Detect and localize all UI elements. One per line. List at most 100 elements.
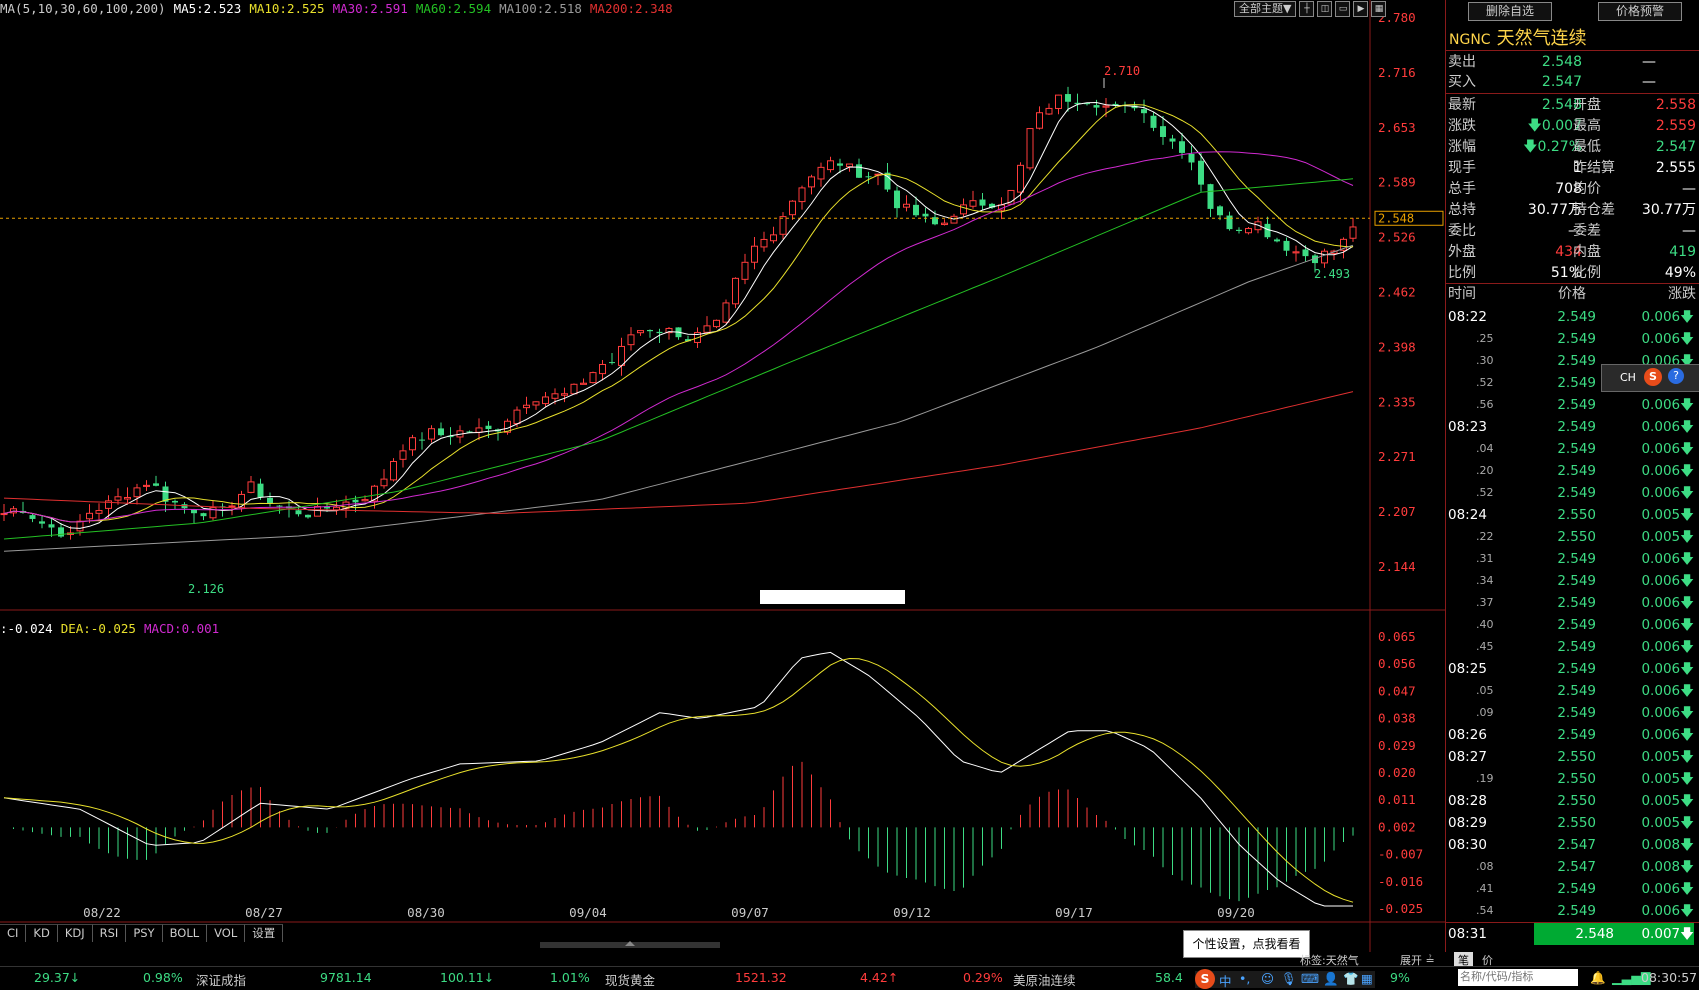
candle-body [1188,153,1195,163]
tick-row[interactable]: .20 2.549 0.006🡇 [1446,460,1699,482]
indicator-tab[interactable]: VOL [207,924,246,942]
ma60-line [3,178,1354,540]
user-icon[interactable]: 👤 [1323,971,1339,986]
tick-row[interactable]: .04 2.549 0.006🡇 [1446,438,1699,460]
tick-row[interactable]: .31 2.549 0.006🡇 [1446,548,1699,570]
tick-time: .34 [1476,574,1494,587]
tick-row[interactable]: .41 2.549 0.006🡇 [1446,878,1699,900]
quote-value: 2.559 [1655,118,1696,134]
recent-low-annotation: 2.493 [1314,267,1350,281]
mic-icon[interactable]: 🎙 [1281,971,1297,986]
price-alert-button[interactable]: 价格预警 [1598,2,1682,21]
candle-body [1150,115,1157,128]
price-tab[interactable]: 价 [1482,954,1493,967]
delete-watchlist-button[interactable]: 删除自选 [1468,2,1552,21]
sogou-icon[interactable]: S [1644,368,1662,386]
tick-row[interactable]: .40 2.549 0.006🡇 [1446,614,1699,636]
theme-button[interactable]: 全部主题▼ [1234,1,1297,17]
chinese-mode-icon[interactable]: 中 [1219,974,1232,989]
quote-value: 2.547 [1655,139,1696,155]
index3-pct: 0.29% [963,970,1003,985]
play-icon[interactable]: ▶ [1353,1,1369,17]
tick-tab[interactable]: 笔 [1454,952,1473,968]
tick-row[interactable]: .05 2.549 0.006🡇 [1446,680,1699,702]
candle-body [1274,239,1280,242]
indicator-tab[interactable]: RSI [92,924,127,942]
quote-value: — [1682,223,1696,239]
candle-body [276,505,283,507]
index1-pct: 0.98% [143,970,183,985]
tick-row[interactable]: .25 2.549 0.006🡇 [1446,328,1699,350]
settings-popup[interactable]: 个性设置，点我看看 [1183,930,1310,958]
ma-params: MA(5,10,30,60,100,200) [0,1,166,16]
chart-canvas[interactable]: 2.780 2.716 2.653 2.589 2.526 2.462 2.398 2.335… [0,0,1445,952]
tick-row[interactable]: .45 2.549 0.006🡇 [1446,636,1699,658]
ime-toolbar[interactable]: CH S ? [1601,364,1699,392]
indicator-tab[interactable]: CI [0,924,27,942]
candle-body [399,450,407,460]
tick-row[interactable]: 08:22 2.549 0.006🡇 [1446,306,1699,328]
tick-row[interactable]: .37 2.549 0.006🡇 [1446,592,1699,614]
tick-row[interactable]: 08:24 2.550 0.005🡇 [1446,504,1699,526]
candle-body [884,172,891,190]
emoji-icon[interactable]: ☺ [1261,971,1275,986]
tick-row[interactable]: .54 2.549 0.006🡇 [1446,900,1699,922]
skin-icon[interactable]: 👕 [1343,971,1359,986]
tick-row[interactable]: .56 2.549 0.006🡇 [1446,394,1699,416]
tick-row[interactable]: .22 2.550 0.005🡇 [1446,526,1699,548]
tick-row[interactable]: .52 2.549 0.006🡇 [1446,482,1699,504]
tick-price: 2.550 [1557,749,1596,765]
indicator-tab[interactable]: BOLL [162,924,208,942]
quote-label: 比例 [1573,265,1601,281]
candle-body [485,425,492,430]
quote-value: 🡇0.27% [1523,139,1582,155]
tick-row[interactable]: 08:23 2.549 0.006🡇 [1446,416,1699,438]
kline-chart[interactable]: 2.780 2.716 2.653 2.589 2.526 2.462 2.398 2.335… [0,0,1445,952]
window-icon[interactable]: ▭ [1335,1,1351,17]
tick-row[interactable]: 08:29 2.550 0.005🡇 [1446,812,1699,834]
expand-button[interactable]: 展开 ≟ [1400,954,1435,967]
tick-row[interactable]: .19 2.550 0.005🡇 [1446,768,1699,790]
bell-icon[interactable]: 🔔 [1590,970,1606,985]
tick-row[interactable]: 08:30 2.547 0.008🡇 [1446,834,1699,856]
tick-row[interactable]: 08:31 2.548 0.007🡇 [1446,922,1699,945]
ime-tray[interactable]: S 中 •, ☺ 🎙 ⌨ 👤 👕 ▦ [1195,969,1375,989]
tick-row[interactable]: 08:26 2.549 0.006🡇 [1446,724,1699,746]
candle-body [1236,229,1242,232]
candle-body [1312,255,1318,264]
candle-body [1169,138,1176,142]
candle-body [647,329,653,332]
punctuation-icon[interactable]: •, [1239,971,1251,986]
search-input[interactable] [1458,969,1578,984]
indicator-tab[interactable]: 设置 [245,924,284,942]
tick-row[interactable]: 08:27 2.550 0.005🡇 [1446,746,1699,768]
ma-legend: MA(5,10,30,60,100,200) MA5:2.523 MA10:2.52… [0,1,681,16]
tick-row[interactable]: .08 2.547 0.008🡇 [1446,856,1699,878]
index4-name[interactable]: 美原油连续 [1013,973,1076,988]
help-icon[interactable]: ? [1668,368,1684,384]
indicator-tab[interactable]: KD [26,924,58,942]
tile-icon[interactable]: ▦ [1371,1,1387,17]
toolbox-icon[interactable]: ▦ [1361,971,1373,986]
tick-row[interactable]: 08:28 2.550 0.005🡇 [1446,790,1699,812]
indicator-tab[interactable]: KDJ [57,924,93,942]
indicator-tab[interactable]: PSY [126,924,163,942]
candle-body [191,509,197,514]
tick-price: 2.549 [1557,639,1596,655]
index3-name[interactable]: 现货黄金 [605,973,656,988]
price-tick-label: 2.144 [1378,559,1416,574]
tick-time: .25 [1476,332,1494,345]
candle-body [732,277,739,305]
macd-tick-label: 0.020 [1378,765,1416,780]
tick-price: 2.549 [1557,881,1596,897]
keyboard-icon[interactable]: ⌨ [1301,971,1320,986]
sogou-tray-icon[interactable]: S [1195,969,1215,989]
date-label: 09/04 [569,905,607,920]
crosshair-icon[interactable]: ┼ [1299,1,1315,17]
tick-row[interactable]: .09 2.549 0.006🡇 [1446,702,1699,724]
tick-row[interactable]: 08:25 2.549 0.006🡇 [1446,658,1699,680]
tick-row[interactable]: .34 2.549 0.006🡇 [1446,570,1699,592]
layout-icon[interactable]: ◫ [1317,1,1333,17]
index2-name[interactable]: 深证成指 [196,973,247,988]
search-box[interactable] [1458,969,1578,986]
